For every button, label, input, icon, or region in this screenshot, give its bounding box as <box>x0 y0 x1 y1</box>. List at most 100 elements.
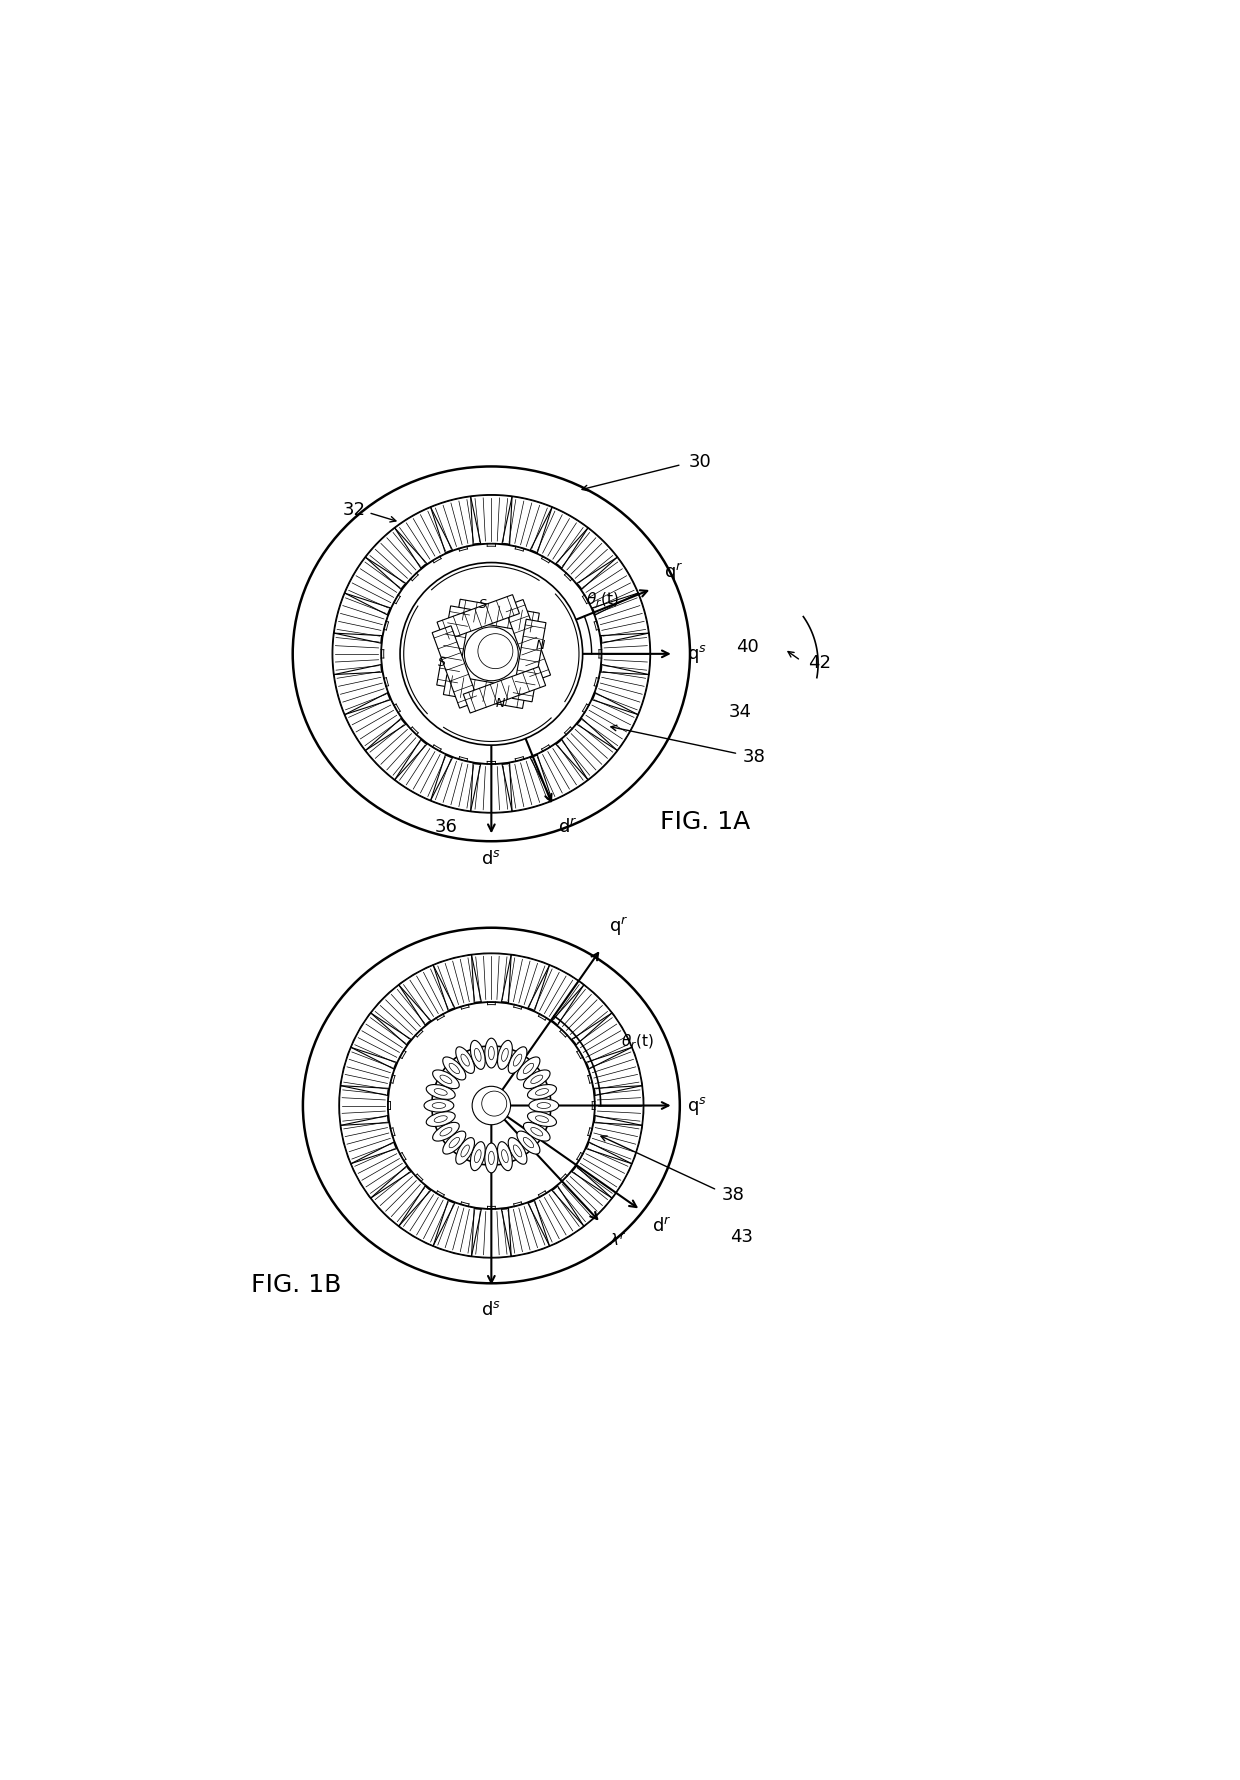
Text: 30: 30 <box>688 452 711 470</box>
Polygon shape <box>534 965 584 1022</box>
Polygon shape <box>366 529 422 584</box>
Polygon shape <box>557 984 611 1040</box>
Polygon shape <box>430 756 474 812</box>
Ellipse shape <box>449 1137 460 1148</box>
Polygon shape <box>589 1047 642 1088</box>
Polygon shape <box>537 744 588 801</box>
Text: 32: 32 <box>342 500 366 518</box>
Polygon shape <box>464 668 546 714</box>
Polygon shape <box>510 497 552 550</box>
Circle shape <box>388 1002 595 1209</box>
Polygon shape <box>456 600 539 634</box>
Polygon shape <box>557 1171 611 1226</box>
Polygon shape <box>345 700 402 751</box>
Polygon shape <box>433 627 479 708</box>
Polygon shape <box>433 1203 474 1257</box>
Text: 36: 36 <box>435 817 458 837</box>
Ellipse shape <box>517 1057 539 1080</box>
Ellipse shape <box>434 1089 448 1095</box>
Ellipse shape <box>485 1143 498 1173</box>
Text: d$^s$: d$^s$ <box>481 849 501 867</box>
Ellipse shape <box>427 1112 455 1127</box>
Ellipse shape <box>517 1130 539 1153</box>
Ellipse shape <box>303 927 680 1283</box>
Ellipse shape <box>531 1127 543 1136</box>
Polygon shape <box>575 1013 631 1063</box>
Polygon shape <box>394 507 445 564</box>
Text: S: S <box>438 657 446 669</box>
Polygon shape <box>562 529 618 584</box>
Polygon shape <box>394 744 445 801</box>
Ellipse shape <box>497 1141 512 1171</box>
Ellipse shape <box>434 1116 448 1123</box>
Polygon shape <box>537 507 588 564</box>
Polygon shape <box>433 956 474 1007</box>
Polygon shape <box>601 634 650 675</box>
Text: 38: 38 <box>722 1185 745 1203</box>
Polygon shape <box>436 595 520 641</box>
Polygon shape <box>471 954 511 1002</box>
Circle shape <box>432 1047 551 1166</box>
Ellipse shape <box>523 1063 533 1073</box>
Ellipse shape <box>513 1145 522 1157</box>
Circle shape <box>340 954 644 1257</box>
Text: q$^s$: q$^s$ <box>687 643 707 666</box>
Polygon shape <box>595 673 649 714</box>
Ellipse shape <box>433 1123 459 1141</box>
Text: FIG. 1A: FIG. 1A <box>660 810 750 835</box>
Polygon shape <box>345 557 402 609</box>
Ellipse shape <box>440 1127 451 1136</box>
Ellipse shape <box>449 1063 460 1073</box>
Ellipse shape <box>497 1040 512 1070</box>
Ellipse shape <box>433 1070 459 1089</box>
Polygon shape <box>399 965 449 1022</box>
Circle shape <box>401 562 583 746</box>
Text: FIG. 1B: FIG. 1B <box>250 1273 341 1298</box>
Ellipse shape <box>523 1137 533 1148</box>
Text: $\theta_r$(t): $\theta_r$(t) <box>587 591 619 609</box>
Polygon shape <box>582 700 637 751</box>
Polygon shape <box>534 1191 584 1246</box>
Polygon shape <box>508 1203 549 1257</box>
Text: 34: 34 <box>729 703 751 721</box>
Polygon shape <box>371 1171 425 1226</box>
Polygon shape <box>334 593 388 635</box>
Polygon shape <box>340 1086 388 1125</box>
Text: N: N <box>536 639 546 651</box>
Circle shape <box>381 543 601 764</box>
Ellipse shape <box>536 1116 548 1123</box>
Text: S: S <box>479 598 486 611</box>
Polygon shape <box>471 1209 511 1257</box>
Polygon shape <box>505 600 551 682</box>
Ellipse shape <box>443 1057 466 1080</box>
Polygon shape <box>508 956 549 1007</box>
Text: 40: 40 <box>737 637 759 657</box>
Circle shape <box>472 1086 511 1125</box>
Ellipse shape <box>456 1137 475 1164</box>
Text: q$^r$: q$^r$ <box>665 561 684 584</box>
Ellipse shape <box>475 1150 481 1162</box>
Polygon shape <box>351 1013 407 1063</box>
Polygon shape <box>399 1191 449 1246</box>
Ellipse shape <box>443 1130 466 1153</box>
Text: 38: 38 <box>743 748 766 765</box>
Text: 43: 43 <box>729 1228 753 1246</box>
Ellipse shape <box>523 1123 551 1141</box>
Ellipse shape <box>489 1152 495 1164</box>
Ellipse shape <box>424 1098 454 1112</box>
Ellipse shape <box>293 466 689 842</box>
Ellipse shape <box>470 1141 485 1171</box>
Ellipse shape <box>508 1137 527 1164</box>
Polygon shape <box>582 557 637 609</box>
Ellipse shape <box>536 1089 548 1095</box>
Text: 42: 42 <box>808 655 832 673</box>
Ellipse shape <box>475 1048 481 1061</box>
Polygon shape <box>562 724 618 780</box>
Ellipse shape <box>513 1054 522 1066</box>
Polygon shape <box>436 605 470 689</box>
Ellipse shape <box>537 1102 551 1109</box>
Ellipse shape <box>470 1040 485 1070</box>
Ellipse shape <box>502 1150 508 1162</box>
Ellipse shape <box>527 1084 557 1100</box>
Ellipse shape <box>427 1084 455 1100</box>
